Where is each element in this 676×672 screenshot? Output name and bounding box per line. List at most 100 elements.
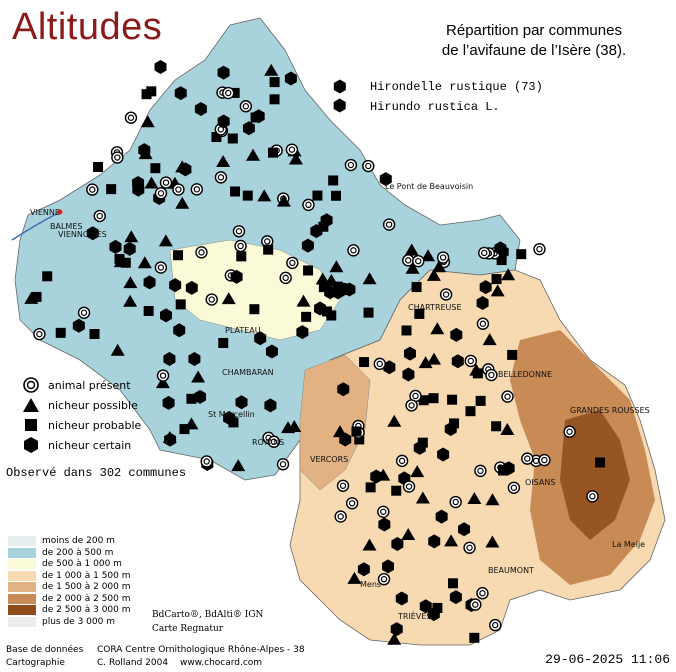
marker-possible [376,468,391,481]
credit-base-label: Base de données [6,645,84,655]
marker-certain [476,295,489,310]
marker-possible [430,322,445,335]
marker-present [474,464,487,478]
marker-certain [296,325,309,340]
marker-certain [123,241,136,256]
marker-possible [175,160,190,173]
place-pont-beauvoisin: Le Pont de Beauvoisin [385,182,474,191]
marker-probable [359,357,370,368]
marker-probable [211,132,222,143]
marker-present [156,369,170,382]
marker-present [395,454,409,468]
marker-present [449,495,462,509]
marker-certain [336,282,349,297]
marker-present [402,480,416,493]
marker-certain [337,382,350,397]
marker-certain [173,323,186,338]
marker-probable [449,418,460,429]
marker-present [412,254,425,268]
marker-probable [318,221,329,232]
marker-certain [174,86,187,101]
marker-certain [314,301,327,316]
marker-present [533,242,546,256]
marker-possible [444,534,459,547]
legend-certain-label: nicheur certain [48,438,132,452]
marker-present [373,357,386,371]
species-common-name: Hirondelle rustique (73) [370,80,543,94]
marker-certain [252,109,265,124]
marker-possible [421,249,436,262]
marker-certain [301,238,314,253]
marker-probable [303,265,314,276]
marker-present [195,246,208,259]
marker-possible [276,194,291,207]
marker-probable [491,274,502,285]
marker-possible [426,268,441,281]
marker-possible [315,272,330,285]
marker-probable [391,485,402,496]
legend-possible: nicheur possible [22,396,138,414]
marker-certain [217,65,230,80]
marker-present [190,183,204,196]
marker-probable [414,308,425,319]
vercors-region [299,354,371,491]
heading-line-2: de l’avifaune de l’Isère (38). [441,42,627,59]
altitude-label: de 2 000 à 2 500 m [42,593,131,604]
marker-possible [144,176,159,189]
marker-present [436,251,450,264]
marker-certain [458,522,471,537]
marker-possible [162,430,177,443]
marker-probable [595,457,606,468]
marker-probable [418,395,429,406]
marker-present [345,497,359,510]
marker-probable [411,282,422,293]
marker-certain [391,537,404,552]
credit-website[interactable]: www.chocard.com [180,658,263,668]
altitude-swatch [8,570,36,581]
marker-present [521,452,534,465]
marker-certain [333,79,346,94]
marker-probable [401,325,412,336]
marker-certain [320,213,333,228]
marker-probable [417,437,428,448]
marker-certain [402,367,415,382]
marker-certain [185,280,198,295]
credit-carte: Carte Regnatur [152,624,224,634]
marker-possible [287,420,302,433]
marker-present [405,399,418,412]
legend-certain: nicheur certain [22,436,131,454]
marker-certain [449,590,462,605]
marker-probable [301,311,312,322]
marker-certain [217,114,230,129]
marker-possible [415,491,430,504]
marker-probable [263,244,274,255]
marker-present [463,541,476,554]
marker-probable [472,368,483,379]
altitude-label: moins de 200 m [42,536,115,546]
marker-probable [354,434,365,445]
marker-present [232,225,246,238]
place-plateau: PLATEAU [225,326,261,335]
legend-present-label: animal présent [48,378,131,392]
marker-present [563,425,576,438]
marker-present [377,572,391,586]
marker-present [286,256,299,270]
marker-present [362,159,375,173]
marker-certain [382,559,395,574]
marker-present [501,390,514,403]
place-royans: ROYANS [252,438,285,447]
altitude-swatch [8,582,36,592]
legend-possible-label: nicheur possible [48,398,138,412]
rhone-river [11,211,61,241]
marker-certain [413,440,426,455]
marker-possible [467,492,482,505]
species-latin-name: Hirundo rustica L. [370,100,500,114]
marker-probable [318,282,329,293]
marker-possible [24,291,39,304]
marker-certain [390,622,403,637]
marker-certain [154,60,167,75]
marker-possible [221,292,236,305]
marker-possible [490,284,505,297]
marker-probable [447,394,458,405]
marker-probable [55,327,66,338]
